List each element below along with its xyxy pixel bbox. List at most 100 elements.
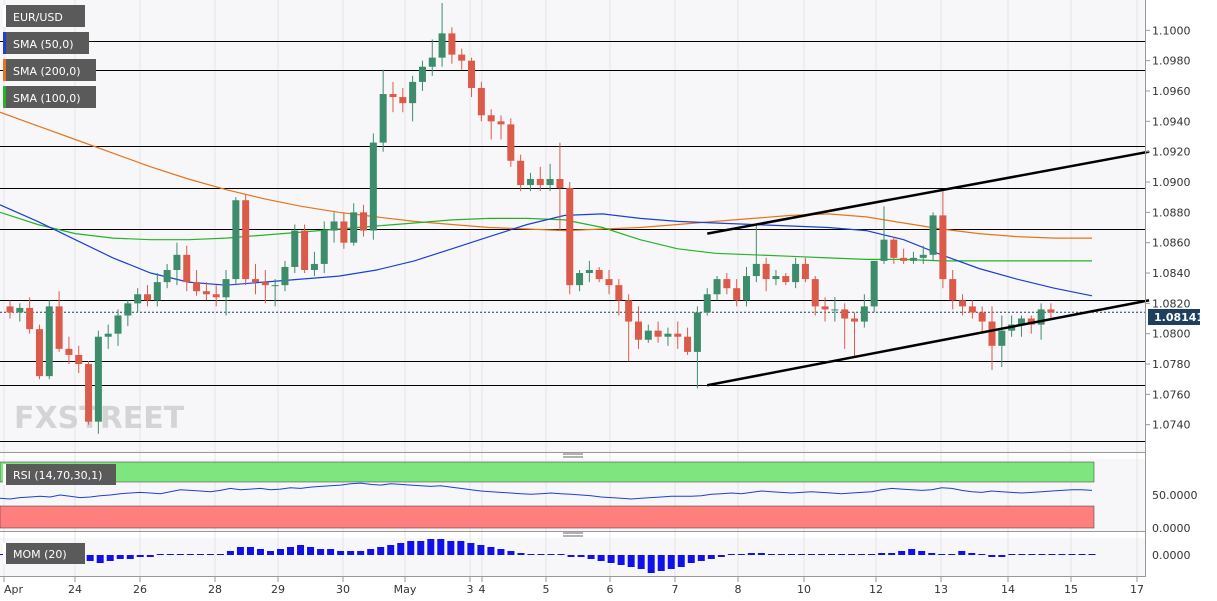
- y-tick-label: 1.0760: [1152, 388, 1191, 401]
- candle-body: [605, 279, 613, 286]
- y-tick-label: 1.0920: [1152, 146, 1191, 159]
- rsi-polyline: [0, 482, 1093, 500]
- momentum-bar: [998, 555, 1006, 557]
- momentum-bar: [146, 555, 154, 557]
- momentum-bar: [467, 543, 475, 555]
- momentum-bar: [657, 555, 665, 571]
- candle-body: [909, 257, 917, 261]
- momentum-bar: [216, 554, 224, 555]
- candle-body: [998, 330, 1006, 346]
- momentum-bar: [818, 554, 826, 555]
- mom-legend[interactable]: MOM (20): [3, 543, 85, 564]
- legend-sma100[interactable]: SMA (100,0): [3, 86, 96, 108]
- x-tick-label: 14: [1001, 583, 1015, 596]
- momentum-bar: [266, 551, 274, 555]
- momentum-bar: [96, 555, 104, 563]
- candle-body: [978, 312, 986, 322]
- momentum-bar: [627, 555, 635, 567]
- rsi-legend[interactable]: RSI (14,70,30,1): [3, 464, 116, 485]
- momentum-bar: [377, 547, 385, 555]
- candle-body: [6, 306, 14, 313]
- momentum-bar: [166, 554, 174, 555]
- momentum-bar: [727, 554, 735, 555]
- candle-body: [16, 307, 24, 313]
- candle-body: [261, 282, 269, 286]
- momentum-bar: [868, 554, 876, 555]
- resize-handle[interactable]: [563, 453, 583, 458]
- momentum-bar: [697, 555, 705, 561]
- momentum-bar: [136, 555, 144, 557]
- legend-symbol[interactable]: EUR/USD: [3, 5, 85, 27]
- momentum-bar: [607, 555, 615, 563]
- momentum-bar: [667, 555, 675, 569]
- momentum-bar: [427, 539, 435, 555]
- momentum-bar: [787, 554, 795, 555]
- legend-symbol-label: EUR/USD: [13, 11, 63, 24]
- candle-body: [104, 333, 112, 337]
- candle-body: [664, 333, 672, 337]
- rsi-oversold-band: [0, 505, 1095, 529]
- momentum-bar: [928, 553, 936, 555]
- momentum-bar: [777, 554, 785, 555]
- candle-body: [143, 294, 151, 301]
- candle-body: [585, 269, 593, 274]
- trendlines: [706, 150, 1150, 387]
- x-tick-label: 4: [479, 583, 486, 596]
- candle-body: [870, 260, 878, 307]
- momentum-bar: [577, 555, 585, 557]
- momentum-bar: [687, 555, 695, 563]
- candle-body: [851, 318, 859, 322]
- candle-body: [625, 300, 633, 322]
- candle-body: [821, 306, 829, 310]
- candle-body: [399, 97, 407, 104]
- candle-body: [202, 291, 210, 295]
- momentum-bar: [327, 549, 335, 555]
- momentum-bar: [457, 541, 465, 555]
- candle-body: [183, 254, 191, 283]
- candle-body: [252, 279, 259, 283]
- candle-body: [546, 178, 554, 186]
- candle-body: [536, 178, 544, 186]
- momentum-bar: [397, 543, 405, 555]
- resize-handle[interactable]: [563, 532, 583, 537]
- rsi-overbought-band: [0, 461, 1095, 483]
- candle-body: [232, 200, 240, 280]
- momentum-bar: [918, 551, 926, 555]
- candle-body: [340, 221, 348, 243]
- momentum-bar: [307, 547, 315, 555]
- momentum-bar: [0, 554, 4, 555]
- x-tick-label: 26: [133, 583, 147, 596]
- momentum-bar: [978, 554, 986, 555]
- y-tick-label: 1.0980: [1152, 55, 1191, 68]
- momentum-bar: [317, 549, 325, 555]
- momentum-bar: [277, 549, 285, 555]
- momentum-bar: [647, 555, 655, 573]
- x-tick-label: 6: [607, 583, 614, 596]
- candle-body: [497, 121, 505, 125]
- candle-body: [831, 309, 839, 311]
- candle-body: [1037, 309, 1045, 325]
- x-tick-label: 12: [869, 583, 883, 596]
- momentum-bar: [567, 555, 575, 557]
- candle-body: [615, 285, 623, 301]
- candle-body: [772, 276, 780, 280]
- momentum-bar: [387, 545, 395, 555]
- x-tick-label: 29: [271, 583, 285, 596]
- momentum-bar: [417, 541, 425, 555]
- candle-body: [163, 269, 171, 283]
- sma100-swatch: [3, 86, 6, 108]
- candle-body: [310, 263, 318, 270]
- momentum-bar: [898, 551, 906, 555]
- candle-body: [723, 279, 731, 289]
- candle-body: [320, 230, 328, 264]
- x-tick-label: 17: [1130, 583, 1144, 596]
- momentum-bar: [737, 554, 745, 555]
- momentum-bar: [707, 555, 715, 559]
- legend-sma200[interactable]: SMA (200,0): [3, 59, 96, 81]
- legend-sma50[interactable]: SMA (50,0): [3, 32, 89, 54]
- candle-body: [968, 306, 976, 313]
- candle-body: [890, 239, 898, 258]
- candle-body: [634, 321, 642, 340]
- candle-body: [959, 300, 967, 307]
